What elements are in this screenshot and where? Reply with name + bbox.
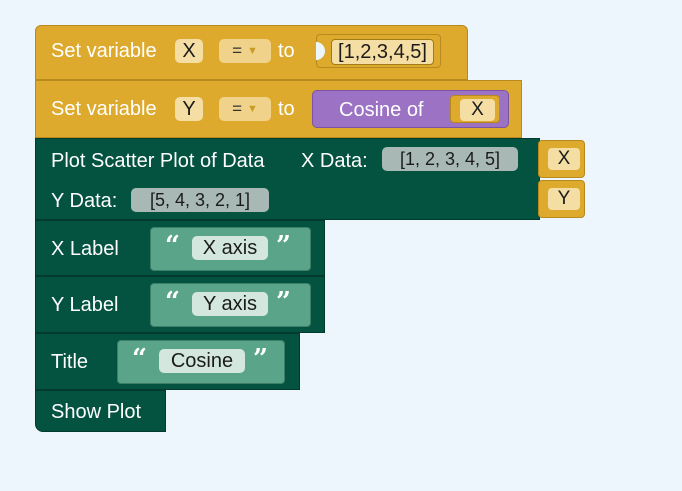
- y-axis-string-block[interactable]: “ Y axis ”: [150, 283, 311, 327]
- plot-title-label: Plot Scatter Plot of Data: [51, 150, 265, 172]
- chevron-down-icon: ▼: [247, 103, 258, 115]
- x-data-var-field[interactable]: X: [548, 148, 580, 170]
- y-label-label: Y Label: [51, 294, 119, 316]
- y-data-socket[interactable]: Y: [538, 180, 585, 218]
- x-label-block[interactable]: X Label “ X axis ”: [35, 220, 325, 276]
- chevron-down-icon: ▼: [247, 45, 258, 57]
- close-quote-icon: ”: [276, 231, 291, 261]
- to-label: to: [278, 40, 295, 62]
- to-label: to: [278, 98, 295, 120]
- list-value-field[interactable]: [1,2,3,4,5]: [331, 39, 434, 65]
- y-data-label: Y Data:: [51, 190, 118, 212]
- title-field[interactable]: Cosine: [159, 349, 245, 373]
- plot-scatter-block[interactable]: Plot Scatter Plot of Data X Data: [1, 2,…: [35, 138, 540, 220]
- set-variable-y-block[interactable]: Set variable Y = ▼ to Cosine of X: [35, 80, 522, 138]
- operator-dropdown[interactable]: = ▼: [219, 97, 271, 121]
- cosine-arg-socket[interactable]: X: [450, 95, 500, 123]
- title-label: Title: [51, 351, 89, 373]
- close-quote-icon: ”: [276, 287, 291, 317]
- x-data-value: [1, 2, 3, 4, 5]: [382, 147, 518, 171]
- operator-label: =: [232, 41, 243, 60]
- set-variable-x-block[interactable]: Set variable X = ▼ to [1,2,3,4,5]: [35, 25, 468, 80]
- open-quote-icon: “: [165, 287, 180, 317]
- show-plot-block[interactable]: Show Plot: [35, 390, 166, 432]
- y-axis-field[interactable]: Y axis: [192, 292, 268, 316]
- set-variable-label: Set variable: [51, 98, 157, 120]
- cosine-arg-field[interactable]: X: [460, 99, 495, 121]
- set-variable-label: Set variable: [51, 40, 157, 62]
- x-data-socket[interactable]: X: [538, 140, 585, 178]
- operator-dropdown[interactable]: = ▼: [219, 39, 271, 63]
- variable-x-field[interactable]: X: [175, 39, 203, 63]
- cosine-label: Cosine of: [339, 99, 424, 121]
- x-axis-string-block[interactable]: “ X axis ”: [150, 227, 311, 271]
- title-string-block[interactable]: “ Cosine ”: [117, 340, 285, 384]
- x-label-label: X Label: [51, 238, 119, 260]
- open-quote-icon: “: [165, 231, 180, 261]
- title-block[interactable]: Title “ Cosine ”: [35, 333, 300, 390]
- y-label-block[interactable]: Y Label “ Y axis ”: [35, 276, 325, 333]
- list-value-socket[interactable]: [1,2,3,4,5]: [316, 34, 441, 68]
- cosine-function-block[interactable]: Cosine of X: [312, 90, 509, 128]
- close-quote-icon: ”: [253, 344, 268, 374]
- show-plot-label: Show Plot: [51, 401, 142, 423]
- socket-notch: [316, 42, 325, 60]
- operator-label: =: [232, 99, 243, 118]
- y-data-value: [5, 4, 3, 2, 1]: [131, 188, 269, 212]
- y-data-var-field[interactable]: Y: [548, 188, 580, 210]
- open-quote-icon: “: [132, 344, 147, 374]
- variable-y-field[interactable]: Y: [175, 97, 203, 121]
- x-axis-field[interactable]: X axis: [192, 236, 268, 260]
- x-data-label: X Data:: [301, 150, 368, 172]
